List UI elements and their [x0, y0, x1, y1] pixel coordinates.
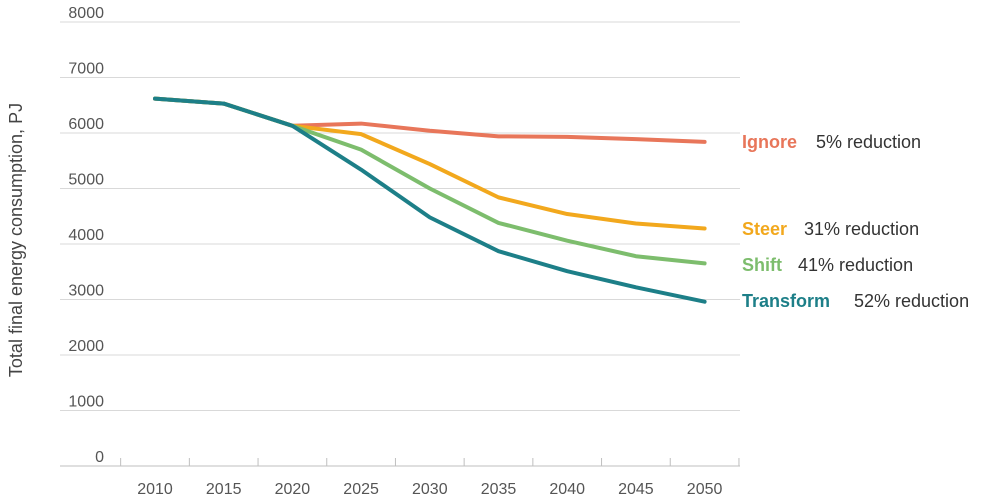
y-tick-label: 4000	[68, 227, 104, 244]
y-tick-label: 2000	[68, 338, 104, 355]
x-tick-label: 2030	[412, 481, 448, 497]
x-tick-label: 2040	[549, 481, 585, 497]
y-tick-label: 8000	[68, 5, 104, 22]
y-tick-label: 1000	[68, 394, 104, 411]
y-tick-label: 3000	[68, 283, 104, 300]
y-tick-label: 7000	[68, 61, 104, 78]
x-tick-label: 2045	[618, 481, 654, 497]
series-label-name: Transform	[742, 291, 830, 311]
x-tick-label: 2020	[275, 481, 311, 497]
series-label-note: 52% reduction	[854, 291, 969, 311]
x-axis	[60, 458, 740, 467]
series-label-note: 5% reduction	[816, 132, 921, 152]
series-labels: Ignore 5% reduction Steer 31% reduction Shif…	[742, 132, 969, 311]
series-label-note: 41% reduction	[798, 255, 913, 275]
x-tick-label: 2010	[137, 481, 173, 497]
series-line-transform	[153, 96, 707, 304]
x-tick-label: 2050	[687, 481, 723, 497]
grid-lines	[60, 21, 740, 411]
series-line-ignore	[153, 96, 707, 144]
series-label-note: 31% reduction	[804, 219, 919, 239]
x-tick-label: 2035	[481, 481, 517, 497]
series-line-steer	[153, 96, 707, 231]
y-tick-label: 6000	[68, 116, 104, 133]
series-label-name: Steer	[742, 219, 787, 239]
y-tick-label: 0	[95, 449, 104, 466]
series-label-name: Ignore	[742, 132, 797, 152]
y-tick-label: 5000	[68, 172, 104, 189]
x-axis-ticks: 2010 2015 2020 2025 2030 2035 2040 2045 2050	[137, 481, 722, 497]
x-tick-label: 2015	[206, 481, 242, 497]
x-tick-label: 2025	[343, 481, 379, 497]
series-label-name: Shift	[742, 255, 782, 275]
series-line-shift	[153, 96, 707, 266]
y-axis-ticks: 0 1000 2000 3000 4000 5000 6000 7000 8000	[68, 5, 104, 466]
series-lines	[153, 96, 707, 304]
y-axis-label: Total final energy consumption, PJ	[6, 103, 26, 377]
